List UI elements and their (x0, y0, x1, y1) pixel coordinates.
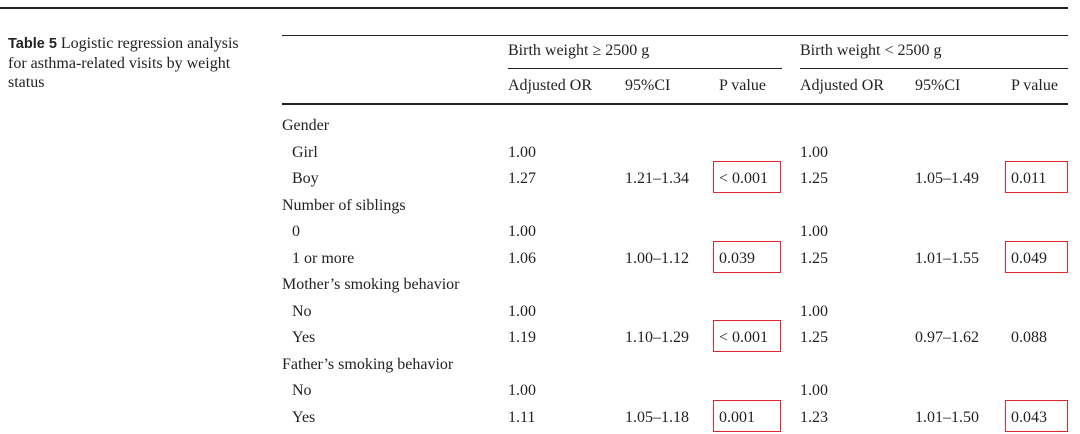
row-label: 1 or more (292, 249, 355, 267)
row-group-label: Father’s smoking behavior (282, 355, 454, 373)
table-cell: 1.10–1.29 (625, 329, 689, 346)
table-cell: 1.00 (508, 382, 536, 399)
row-label: Yes (292, 329, 316, 346)
table-cell: 1.25 (800, 170, 828, 187)
table-cell: 0.97–1.62 (915, 329, 979, 346)
group-header: Birth weight < 2500 g (800, 42, 942, 59)
caption-label: Table 5 (8, 36, 57, 52)
table-cell: 1.21–1.34 (625, 170, 689, 187)
highlight-box (713, 320, 781, 352)
table-cell: 1.06 (508, 249, 536, 267)
table-cell: 1.00 (800, 223, 828, 240)
column-header: 95%CI (625, 77, 671, 94)
table-cell: 1.01–1.55 (915, 249, 979, 267)
table-cell: < 0.001 (719, 329, 769, 346)
table-cell: 1.27 (508, 170, 536, 187)
table-cell: 1.01–1.50 (915, 408, 979, 426)
table-caption: Table 5 Logistic regression analysis for … (8, 34, 248, 92)
table-cell: 1.25 (800, 249, 828, 267)
row-label: Boy (292, 170, 319, 187)
row-group-label: Mother’s smoking behavior (282, 276, 460, 293)
table-cell: 1.19 (508, 329, 536, 346)
group-rule-2 (800, 68, 1068, 69)
group-rule-1 (508, 68, 782, 69)
table-cell: 1.00 (508, 302, 536, 320)
row-label: Girl (292, 143, 318, 161)
table-top-rule (282, 35, 1068, 36)
table-cell: 0.043 (1011, 408, 1047, 426)
highlight-box (1005, 399, 1068, 432)
column-header: Adjusted OR (800, 77, 884, 94)
table-cell: 0.039 (719, 249, 755, 267)
row-label: No (292, 382, 312, 399)
header-bottom-rule (282, 103, 1068, 105)
row-group-label: Number of siblings (282, 196, 406, 214)
table-cell: 1.05–1.18 (625, 408, 689, 426)
table-cell: < 0.001 (719, 170, 769, 187)
highlight-box (713, 161, 781, 193)
highlight-box (1005, 161, 1068, 193)
table-cell: 0.049 (1011, 249, 1047, 267)
row-label: Yes (292, 408, 316, 426)
table-cell: 1.23 (800, 408, 828, 426)
table-cell: 1.00 (800, 143, 828, 161)
caption-text: Logistic regression analysis for asthma-… (8, 35, 239, 91)
column-header: 95%CI (915, 77, 961, 94)
table-cell: 0.088 (1011, 329, 1047, 346)
table-cell: 1.25 (800, 329, 828, 346)
highlight-box (713, 399, 781, 432)
row-group-label: Gender (282, 117, 330, 134)
row-label: 0 (292, 223, 300, 240)
row-label: No (292, 302, 312, 320)
table-cell: 1.00 (800, 302, 828, 320)
table-cell: 1.00 (508, 223, 536, 240)
column-header: Adjusted OR (508, 77, 592, 94)
group-header: Birth weight ≥ 2500 g (508, 42, 650, 59)
table-cell: 1.00 (508, 143, 536, 161)
table-cell: 1.11 (508, 408, 536, 426)
table-cell: 0.011 (1011, 170, 1047, 187)
table-cell: 0.001 (719, 408, 755, 426)
table-cell: 1.05–1.49 (915, 170, 979, 187)
column-header: P value (719, 77, 766, 94)
highlight-box (1005, 240, 1068, 273)
top-rule (0, 7, 1068, 9)
table-cell: 1.00–1.12 (625, 249, 689, 267)
table-cell: 1.00 (800, 382, 828, 399)
column-header: P value (1011, 77, 1058, 94)
highlight-box (713, 240, 781, 273)
